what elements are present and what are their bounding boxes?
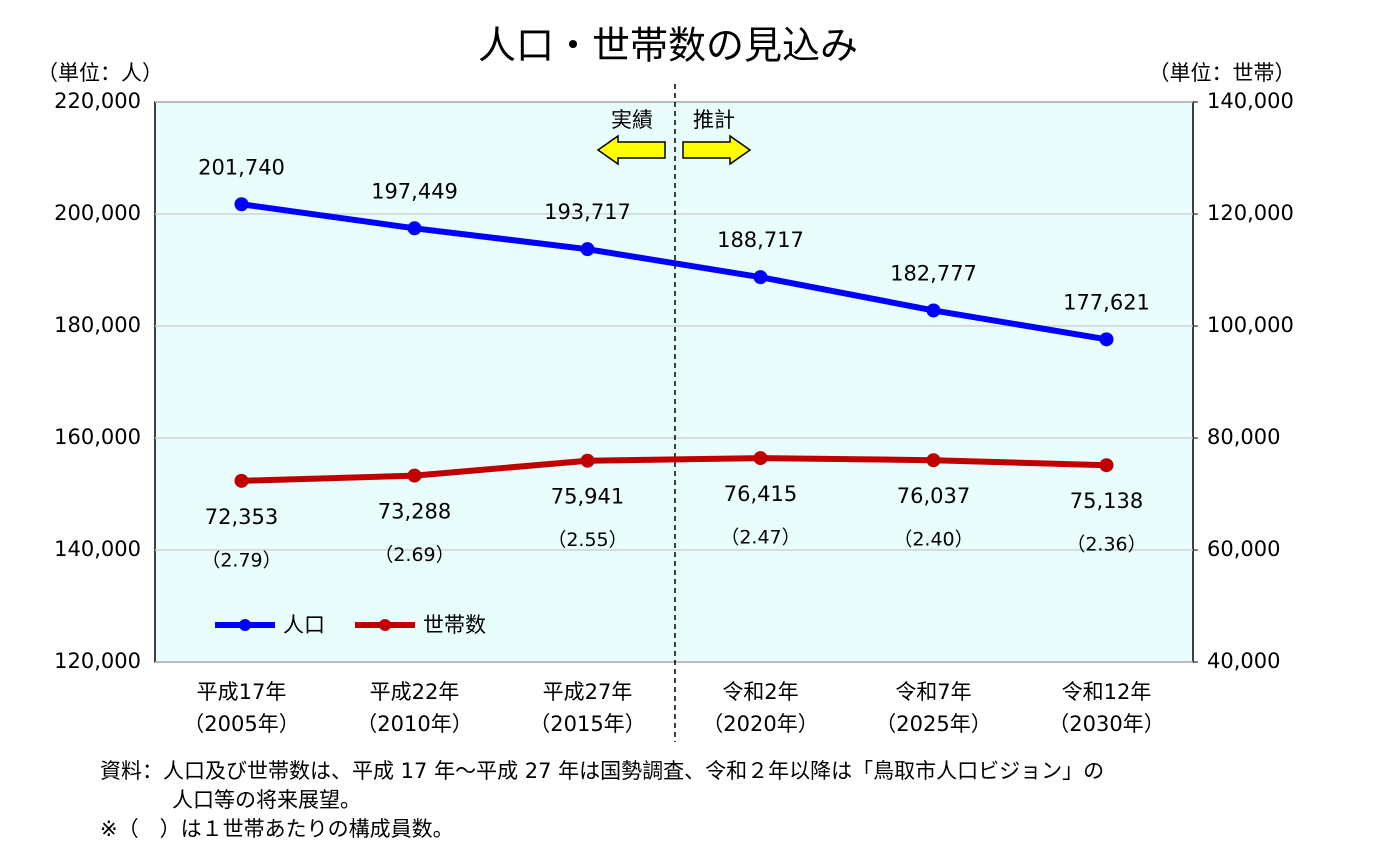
x-tick-label: （2030年）: [1048, 712, 1164, 736]
marker: [1099, 332, 1114, 347]
x-tick-label: （2025年）: [875, 712, 991, 736]
marker: [234, 197, 249, 212]
marker: [407, 221, 422, 236]
note: 人口等の将来展望。: [172, 788, 361, 812]
arrow-right: [682, 134, 752, 166]
value-label: 182,777: [890, 261, 977, 285]
y-tick-label: 140,000: [54, 537, 141, 561]
chart-title: 人口・世帯数の見込み: [478, 24, 858, 68]
y2-tick-label: 100,000: [1207, 313, 1294, 337]
line: [241, 201, 1107, 343]
household-size-label: （2.36）: [1066, 534, 1146, 556]
value-label: 197,449: [371, 179, 458, 203]
x-tick-label: （2005年）: [183, 712, 299, 736]
value-label: 72,353: [205, 505, 278, 529]
legend-label: 人口: [283, 613, 325, 637]
y-tick-label: 160,000: [54, 425, 141, 449]
x-tick-label: 令和2年: [722, 680, 798, 704]
legend-label: 世帯数: [423, 613, 486, 637]
marker: [926, 453, 941, 468]
household-size-label: （2.40）: [893, 529, 973, 551]
annotation: 実績: [611, 108, 653, 132]
value-label: 75,138: [1070, 489, 1143, 513]
x-tick-label: （2015年）: [529, 712, 645, 736]
x-tick-label: 平成17年: [197, 680, 287, 704]
marker: [407, 468, 422, 483]
value-label: 177,621: [1063, 290, 1150, 314]
legend-marker: [379, 619, 391, 631]
value-label: 188,717: [717, 228, 804, 252]
marker: [580, 453, 595, 468]
y-tick-label: 220,000: [54, 89, 141, 113]
household-size-label: （2.47）: [720, 527, 800, 549]
y2-tick-label: 140,000: [1207, 89, 1294, 113]
y-tick-label: 120,000: [54, 649, 141, 673]
y2-tick-label: 120,000: [1207, 201, 1294, 225]
household-size-label: （2.69）: [374, 544, 454, 566]
household-size-label: （2.79）: [201, 549, 281, 571]
value-label: 75,941: [551, 485, 624, 509]
marker: [753, 451, 768, 466]
line: [241, 455, 1107, 484]
plot-area: [154, 101, 1194, 663]
y2-tick-label: 60,000: [1207, 537, 1280, 561]
annotation: 推計: [693, 108, 735, 132]
marker: [580, 242, 595, 257]
marker: [234, 473, 249, 488]
y-tick-label: 200,000: [54, 201, 141, 225]
y-axis-unit: （単位：人）: [37, 61, 163, 85]
y2-tick-label: 40,000: [1207, 649, 1280, 673]
marker: [753, 270, 768, 285]
marker: [926, 303, 941, 318]
note: 資料：人口及び世帯数は、平成 17 年～平成 27 年は国勢調査、令和２年以降は…: [100, 759, 1104, 783]
value-label: 73,288: [378, 500, 451, 524]
x-tick-label: （2020年）: [702, 712, 818, 736]
marker: [1099, 458, 1114, 473]
value-label: 76,415: [724, 482, 797, 506]
x-tick-label: 平成27年: [543, 680, 633, 704]
value-label: 76,037: [897, 484, 970, 508]
x-tick-label: 平成22年: [370, 680, 460, 704]
x-tick-label: 令和7年: [895, 680, 971, 704]
note: ※（ ）は１世帯あたりの構成員数。: [100, 817, 454, 841]
arrow-left: [596, 134, 666, 166]
x-tick-label: （2010年）: [356, 712, 472, 736]
legend-marker: [239, 619, 251, 631]
y-tick-label: 180,000: [54, 313, 141, 337]
value-label: 193,717: [544, 200, 631, 224]
x-tick-label: 令和12年: [1062, 680, 1152, 704]
value-label: 201,740: [198, 155, 285, 179]
household-size-label: （2.55）: [547, 529, 627, 551]
y2-axis-unit: （単位：世帯）: [1149, 61, 1296, 85]
y2-tick-label: 80,000: [1207, 425, 1280, 449]
